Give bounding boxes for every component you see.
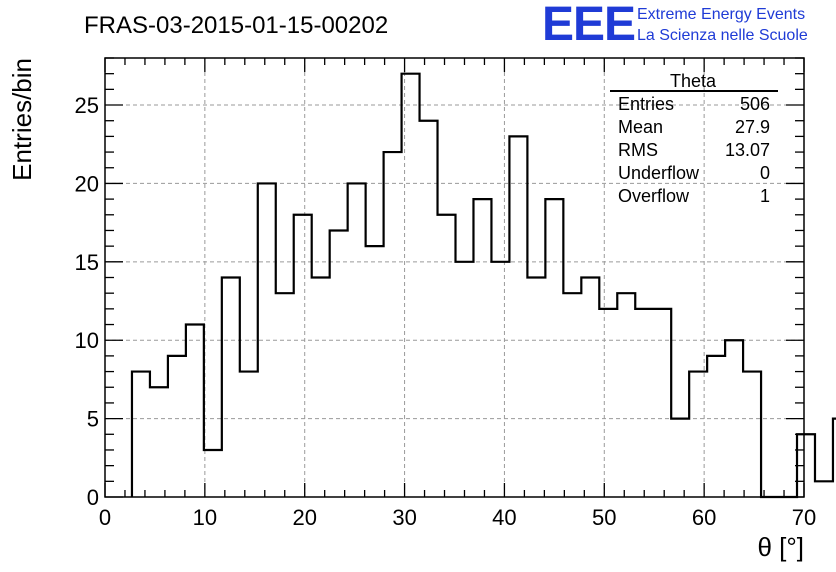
histogram-bin — [563, 293, 581, 497]
x-tick-labels: 0 10 20 30 40 50 60 70 — [99, 505, 816, 530]
stats-value: 1 — [760, 186, 770, 206]
histogram-bin — [132, 372, 150, 497]
x-axis-title: θ [°] — [757, 532, 804, 562]
histogram-bin — [438, 215, 456, 497]
histogram-bin — [725, 340, 743, 497]
histogram-bin — [186, 325, 204, 497]
x-tick-label: 0 — [99, 505, 111, 530]
histogram-bin — [384, 152, 402, 497]
y-tick-label: 5 — [87, 407, 99, 432]
stats-label: RMS — [618, 140, 658, 160]
histogram-bin — [473, 199, 491, 497]
x-tick-label: 20 — [292, 505, 316, 530]
stats-label: Underflow — [618, 163, 700, 183]
histogram-bin — [366, 246, 384, 497]
histogram-bin — [312, 278, 330, 498]
stats-value: 13.07 — [725, 140, 770, 160]
stats-name: Theta — [670, 71, 717, 91]
histogram-bin — [743, 372, 761, 497]
y-tick-label: 0 — [87, 485, 99, 510]
histogram-bin — [455, 262, 473, 497]
axis-ticks — [104, 57, 805, 498]
histogram-bin — [599, 309, 617, 497]
histogram-bin — [420, 121, 438, 497]
histogram-bin — [150, 387, 168, 497]
histogram-bin — [204, 450, 222, 497]
histogram-bin — [707, 356, 725, 497]
stats-label: Overflow — [618, 186, 690, 206]
histogram-bin — [294, 215, 312, 497]
y-tick-label: 25 — [75, 93, 99, 118]
stats-box: Theta Entries 506 Mean 27.9 RMS 13.07 Underflo… — [610, 71, 778, 206]
y-tick-label: 15 — [75, 250, 99, 275]
histogram-bin — [240, 372, 258, 497]
logo-mark: EEE — [542, 0, 635, 51]
histogram-bin — [509, 136, 527, 497]
x-tick-label: 50 — [592, 505, 616, 530]
histogram-bin — [330, 230, 348, 497]
histogram-bin — [168, 356, 186, 497]
stats-label: Mean — [618, 117, 663, 137]
stats-value: 506 — [740, 94, 770, 114]
histogram-bin — [671, 419, 689, 497]
histogram-outline — [130, 72, 836, 499]
logo-line2: La Scienza nelle Scuole — [637, 27, 808, 44]
eee-logo: EEE Extreme Energy Events La Scienza nel… — [542, 0, 808, 51]
histogram-bin — [491, 262, 509, 497]
grid-lines — [105, 58, 804, 497]
histogram-bin — [653, 309, 671, 497]
y-tick-label: 20 — [75, 171, 99, 196]
histogram-bin — [581, 278, 599, 498]
stats-value: 27.9 — [735, 117, 770, 137]
histogram-bin — [635, 309, 653, 497]
logo-line1: Extreme Energy Events — [637, 6, 805, 23]
histogram-bin — [276, 293, 294, 497]
x-tick-label: 10 — [193, 505, 217, 530]
histogram-bin — [545, 199, 563, 497]
stats-rows: Entries 506 Mean 27.9 RMS 13.07 Underflow 0 Over… — [618, 94, 770, 206]
x-tick-label: 40 — [492, 505, 516, 530]
plot-frame — [104, 57, 805, 498]
x-tick-label: 70 — [792, 505, 816, 530]
histogram-bin — [527, 278, 545, 498]
histogram-bin — [222, 278, 240, 498]
x-tick-label: 30 — [392, 505, 416, 530]
histogram-bars — [130, 72, 836, 499]
histogram-bin — [617, 293, 635, 497]
histogram-bin — [815, 481, 833, 497]
y-tick-label: 10 — [75, 328, 99, 353]
y-tick-labels: 0 5 10 15 20 25 — [75, 93, 99, 510]
y-axis-title: Entries/bin — [7, 58, 37, 181]
chart-title: FRAS-03-2015-01-15-00202 — [84, 12, 388, 39]
x-tick-label: 60 — [692, 505, 716, 530]
stats-label: Entries — [618, 94, 674, 114]
stats-value: 0 — [760, 163, 770, 183]
